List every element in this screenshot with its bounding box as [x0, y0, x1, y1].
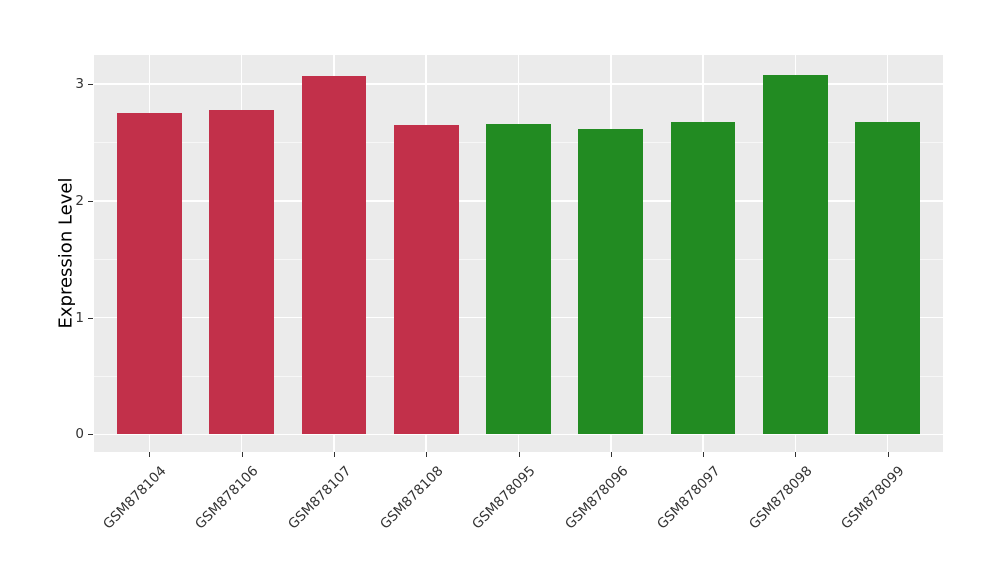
x-tick-label: GSM878106 [192, 463, 262, 533]
x-tick-label: GSM878096 [561, 463, 632, 533]
x-tick-label: GSM878104 [100, 463, 170, 533]
bar-GSM878095 [486, 123, 551, 435]
bar-GSM878104 [117, 113, 182, 435]
x-tick-label: GSM878098 [746, 463, 816, 533]
x-tick-label: GSM878095 [469, 463, 539, 533]
y-tick-mark [88, 434, 93, 436]
x-tick-mark [518, 452, 520, 457]
x-tick-label: GSM878107 [284, 463, 355, 533]
bar-GSM878108 [393, 125, 459, 435]
y-tick-mark [88, 84, 93, 86]
bar-GSM878107 [301, 76, 367, 435]
x-tick-mark [241, 452, 243, 457]
bar-GSM878106 [209, 109, 274, 435]
y-tick-mark [88, 317, 93, 319]
y-tick-label: 3 [75, 76, 84, 93]
y-tick-label: 0 [75, 426, 84, 443]
x-tick-mark [887, 452, 889, 457]
bar-GSM878097 [670, 121, 736, 435]
x-tick-mark [333, 452, 335, 457]
y-tick-label: 2 [75, 192, 84, 209]
x-tick-label: GSM878099 [838, 463, 908, 533]
x-tick-label: GSM878108 [377, 463, 447, 533]
x-tick-mark [795, 452, 797, 457]
bar-GSM878099 [855, 121, 920, 435]
x-tick-label: GSM878097 [653, 463, 724, 533]
x-tick-mark [703, 452, 705, 457]
bar-GSM878096 [578, 128, 644, 435]
x-tick-mark [149, 452, 151, 457]
x-tick-mark [610, 452, 612, 457]
bar-GSM878098 [763, 74, 828, 435]
x-tick-mark [426, 452, 428, 457]
y-tick-label: 1 [75, 309, 84, 326]
y-tick-mark [88, 200, 93, 202]
